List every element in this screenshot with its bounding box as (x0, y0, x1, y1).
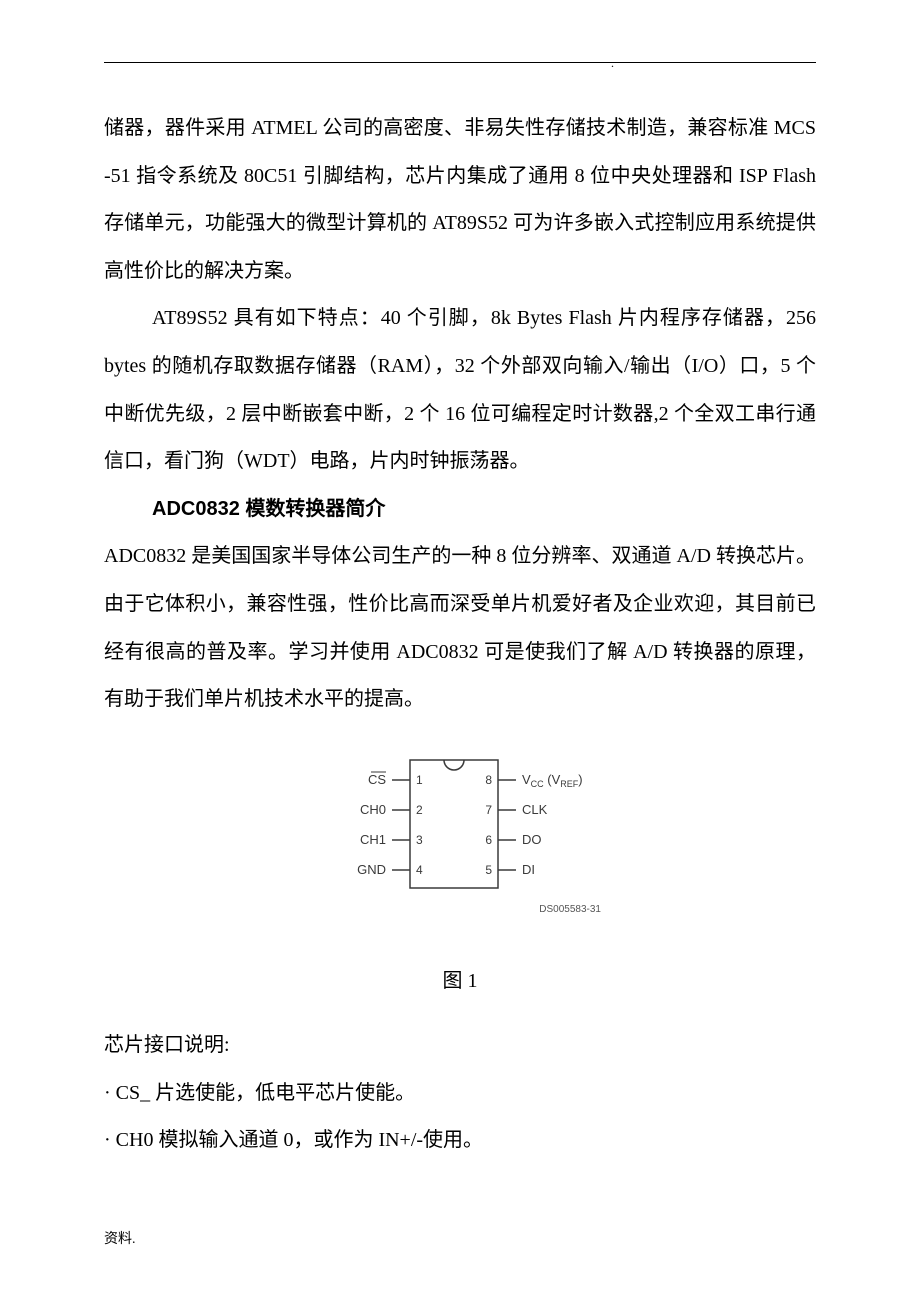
document-body: 储器，器件采用 ATMEL 公司的高密度、非易失性存储技术制造，兼容标准 MCS… (104, 105, 816, 1165)
svg-text:3: 3 (416, 833, 423, 847)
svg-text:2: 2 (416, 803, 423, 817)
svg-text:1: 1 (416, 773, 423, 787)
paragraph-6: · CH0 模拟输入通道 0，或作为 IN+/-使用。 (104, 1117, 816, 1165)
svg-text:8: 8 (485, 773, 492, 787)
svg-text:DI: DI (522, 862, 535, 877)
svg-text:DO: DO (522, 832, 542, 847)
paragraph-1: 储器，器件采用 ATMEL 公司的高密度、非易失性存储技术制造，兼容标准 MCS… (104, 105, 816, 295)
chip-diagram: 1 CS 2 CH0 3 CH1 4 GND 8 VCC (VREF) 7 CLK 6 DO 5 DI DS00… (104, 746, 816, 945)
heading-adc0832: ADC0832 模数转换器简介 (104, 486, 816, 534)
figure-caption: 图 1 (104, 958, 816, 1006)
svg-text:4: 4 (416, 863, 423, 877)
header-rule: . (104, 62, 816, 63)
svg-text:CS: CS (368, 772, 386, 787)
svg-text:GND: GND (357, 862, 386, 877)
paragraph-3: ADC0832 是美国国家半导体公司生产的一种 8 位分辨率、双通道 A/D 转… (104, 533, 816, 723)
chip-pinout-svg: 1 CS 2 CH0 3 CH1 4 GND 8 VCC (VREF) 7 CLK 6 DO 5 DI DS00… (300, 746, 620, 926)
svg-text:5: 5 (485, 863, 492, 877)
paragraph-4: 芯片接口说明: (104, 1022, 816, 1070)
header-dot: . (611, 56, 614, 71)
svg-text:CLK: CLK (522, 802, 548, 817)
svg-text:7: 7 (485, 803, 492, 817)
svg-text:DS005583-31: DS005583-31 (539, 904, 601, 915)
paragraph-5: · CS_ 片选使能，低电平芯片使能。 (104, 1070, 816, 1118)
paragraph-2: AT89S52 具有如下特点：40 个引脚，8k Bytes Flash 片内程… (104, 295, 816, 485)
footer-text: 资料. (104, 1228, 136, 1248)
svg-text:CH0: CH0 (360, 802, 386, 817)
svg-text:CH1: CH1 (360, 832, 386, 847)
svg-text:6: 6 (485, 833, 492, 847)
svg-text:VCC (VREF): VCC (VREF) (522, 772, 583, 789)
